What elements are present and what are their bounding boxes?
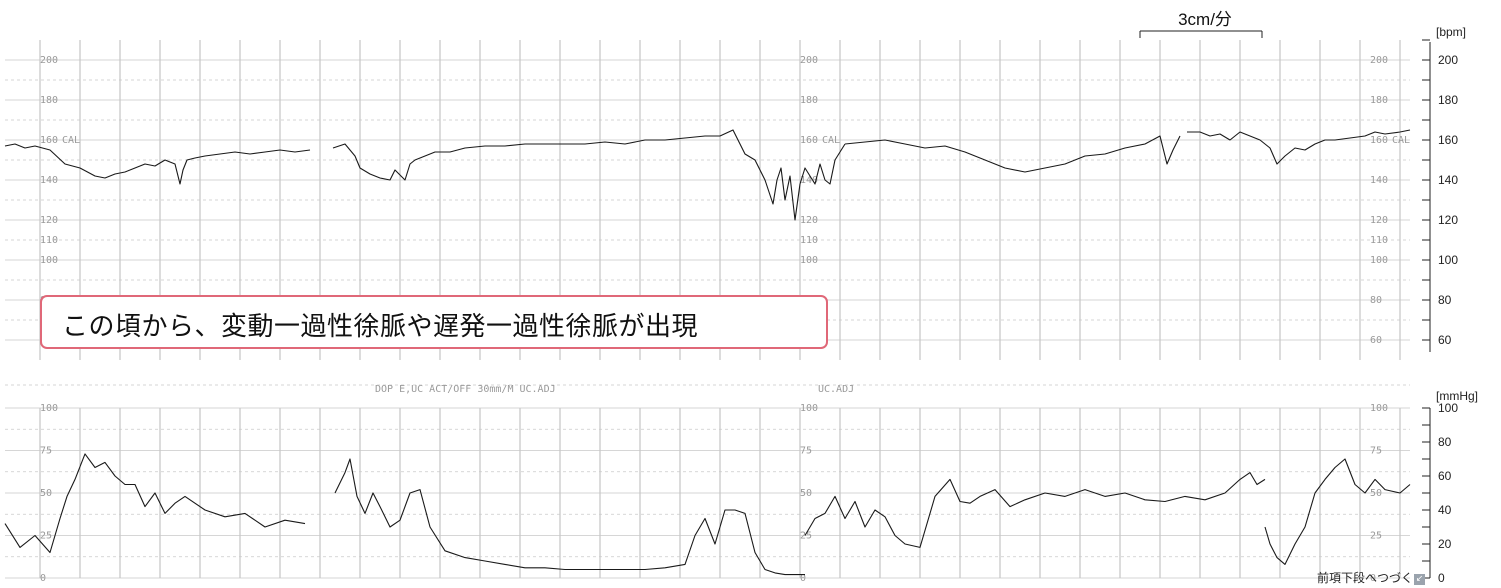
paper-scale-label: 50 xyxy=(800,488,812,499)
paper-scale-label: 0 xyxy=(800,573,806,584)
paper-scale-label: 0 xyxy=(40,573,46,584)
fhr-tick-label: 120 xyxy=(1438,213,1458,227)
paper-scale-label: 100 xyxy=(800,255,818,266)
fhr-tick-label: 160 xyxy=(1438,133,1458,147)
paper-scale-label: 60 xyxy=(1370,335,1382,346)
paper-scale-label: 50 xyxy=(40,488,52,499)
paper-scale-label: 180 xyxy=(800,95,818,106)
uc-trace-segment-2 xyxy=(334,458,805,576)
paper-scale-label: 110 xyxy=(800,235,818,246)
paper-scale-label: 25 xyxy=(1370,531,1382,542)
paper-scale-label: 75 xyxy=(1370,446,1382,457)
fhr-traces xyxy=(4,129,1411,221)
paper-scale-label: 120 xyxy=(800,215,818,226)
uc-unit-label: [mmHg] xyxy=(1436,389,1478,403)
paper-scale-label: 25 xyxy=(800,531,812,542)
fhr-axis: [bpm] 200 180 160 140 120 100 80 60 xyxy=(1422,25,1466,352)
mode-line-text-2: UC.ADJ xyxy=(818,384,854,395)
paper-scale-label: 200 xyxy=(800,55,818,66)
paper-scale-label: 100 xyxy=(1370,403,1388,414)
fhr-tick-label: 200 xyxy=(1438,53,1458,67)
fhr-trace-segment-2 xyxy=(332,129,846,221)
paper-scale-label: 120 xyxy=(40,215,58,226)
fhr-tick-label: 140 xyxy=(1438,173,1458,187)
paper-scale-label: 140 xyxy=(800,175,818,186)
paper-scale-label: 100 xyxy=(40,403,58,414)
paper-scale-label: 110 xyxy=(40,235,58,246)
fhr-trace-segment-3 xyxy=(844,135,1181,173)
paper-scale-label: 140 xyxy=(1370,175,1388,186)
uc-tick-label: 20 xyxy=(1438,537,1452,551)
uc-trace-segment-4 xyxy=(1264,458,1411,565)
paper-cal-label: CAL xyxy=(1392,135,1410,146)
paper-scale-label: 140 xyxy=(40,175,58,186)
paper-scale-label: 200 xyxy=(1370,55,1388,66)
paper-scale-label: 200 xyxy=(40,55,58,66)
fhr-tick-label: 60 xyxy=(1438,333,1452,347)
speed-indicator: 3cm/分 xyxy=(1139,10,1263,38)
uc-trace-segment-3 xyxy=(804,472,1266,548)
continue-note: 前項下段へつづく xyxy=(1316,571,1413,585)
fhr-unit-label: [bpm] xyxy=(1436,25,1466,39)
uc-tick-label: 0 xyxy=(1438,571,1445,585)
paper-scale-label: 110 xyxy=(1370,235,1388,246)
uc-tick-label: 100 xyxy=(1438,401,1458,415)
paper-scale-label: 75 xyxy=(800,446,812,457)
annotation-callout: この頃から、変動一過性徐脈や遅発一過性徐脈が出現 xyxy=(40,295,828,349)
fhr-tick-label: 80 xyxy=(1438,293,1452,307)
speed-label: 3cm/分 xyxy=(1178,10,1232,29)
paper-scale-label: 100 xyxy=(800,403,818,414)
paper-scale-label: 100 xyxy=(1370,255,1388,266)
mode-line-text: DOP E,UC ACT/OFF 30mm/M UC.ADJ xyxy=(375,384,556,395)
uc-traces xyxy=(4,453,1411,576)
paper-scale-label: 75 xyxy=(40,446,52,457)
uc-tick-label: 80 xyxy=(1438,435,1452,449)
uc-tick-label: 40 xyxy=(1438,503,1452,517)
fhr-trace-segment-1 xyxy=(4,143,311,185)
paper-scale-label: 160 xyxy=(40,135,58,146)
arrow-corner-icon: ↙ xyxy=(1414,574,1425,585)
paper-scale-label: 160 xyxy=(800,135,818,146)
paper-mode-line: DOP E,UC ACT/OFF 30mm/M UC.ADJ UC.ADJ xyxy=(375,384,854,395)
paper-labels: 200 180 160 140 120 110 100 80 60 CAL 100 75 50 25 0 20… xyxy=(40,55,1410,584)
uc-axis: [mmHg] 100 80 60 40 20 0 xyxy=(1422,389,1478,585)
paper-scale-label: 100 xyxy=(40,255,58,266)
paper-scale-label: 120 xyxy=(1370,215,1388,226)
paper-scale-label: 180 xyxy=(1370,95,1388,106)
paper-scale-label: 25 xyxy=(40,531,52,542)
paper-cal-label: CAL xyxy=(822,135,840,146)
paper-scale-label: 160 xyxy=(1370,135,1388,146)
fhr-tick-label: 100 xyxy=(1438,253,1458,267)
paper-cal-label: CAL xyxy=(62,135,80,146)
fhr-tick-label: 180 xyxy=(1438,93,1458,107)
paper-scale-label: 80 xyxy=(1370,295,1382,306)
annotation-text: この頃から、変動一過性徐脈や遅発一過性徐脈が出現 xyxy=(62,312,699,342)
fhr-trace-segment-4 xyxy=(1187,129,1411,165)
uc-trace-segment-1 xyxy=(4,453,306,554)
paper-scale-label: 180 xyxy=(40,95,58,106)
uc-tick-label: 60 xyxy=(1438,469,1452,483)
paper-scale-label: 50 xyxy=(1370,488,1382,499)
paper-scale-label: 0 xyxy=(1370,573,1376,584)
